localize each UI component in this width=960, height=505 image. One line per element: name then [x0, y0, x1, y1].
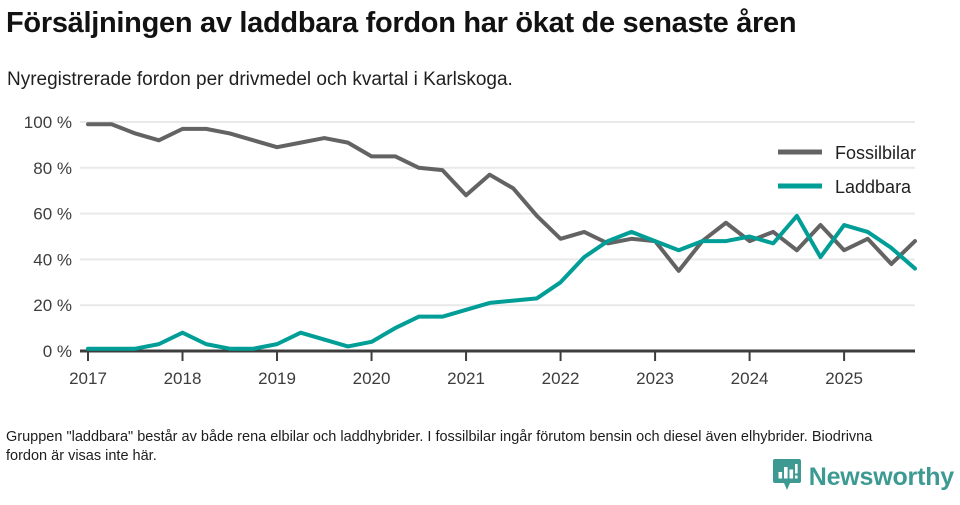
x-axis-tick-label: 2023: [636, 369, 674, 388]
x-axis-ticks-group: [87, 351, 846, 361]
page-title: Försäljningen av laddbara fordon har öka…: [6, 7, 797, 39]
bar-chart-pin-icon: [772, 458, 802, 497]
x-axis-tick-label: 2024: [731, 369, 769, 388]
x-axis-tick-label: 2019: [258, 369, 296, 388]
chart-container: 0 % 20 % 40 % 60 % 80 % 100 % 2017 2018 2019 202…: [0, 105, 960, 395]
y-axis-tick-label: 0 %: [43, 342, 72, 361]
x-axis-tick-label: 2020: [353, 369, 391, 388]
x-axis-tick-label: 2025: [825, 369, 863, 388]
y-axis-labels-group: 0 % 20 % 40 % 60 % 80 % 100 %: [24, 113, 72, 361]
line-chart: 0 % 20 % 40 % 60 % 80 % 100 % 2017 2018 2019 202…: [24, 113, 917, 388]
y-axis-tick-label: 80 %: [33, 159, 72, 178]
logo-wordmark: Newsworthy: [808, 463, 954, 491]
y-axis-tick-label: 20 %: [33, 296, 72, 315]
x-axis-tick-label: 2022: [542, 369, 580, 388]
series-line-laddbara: [86, 213, 917, 351]
data-series-group: [86, 122, 917, 351]
chart-footnote: Gruppen "laddbara" består av både rena e…: [6, 429, 873, 464]
x-axis-labels-group: 2017 2018 2019 2020 2021 2022 2023 2024 2025: [69, 369, 863, 388]
y-axis-tick-label: 100 %: [24, 113, 72, 132]
legend-label-fossilbilar: Fossilbilar: [835, 143, 916, 163]
x-axis-tick-label: 2018: [164, 369, 202, 388]
page-subtitle: Nyregistrerade fordon per drivmedel och …: [7, 69, 513, 90]
chart-legend: Fossilbilar Laddbara: [778, 143, 916, 197]
legend-label-laddbara: Laddbara: [835, 177, 912, 197]
newsworthy-logo: Newsworthy: [772, 458, 954, 497]
series-line-fossilbilar: [86, 122, 917, 273]
x-axis-tick-label: 2021: [447, 369, 485, 388]
y-axis-tick-label: 40 %: [33, 250, 72, 269]
y-axis-tick-label: 60 %: [33, 205, 72, 224]
x-axis-tick-label: 2017: [69, 369, 107, 388]
gridlines-group: [80, 121, 915, 353]
